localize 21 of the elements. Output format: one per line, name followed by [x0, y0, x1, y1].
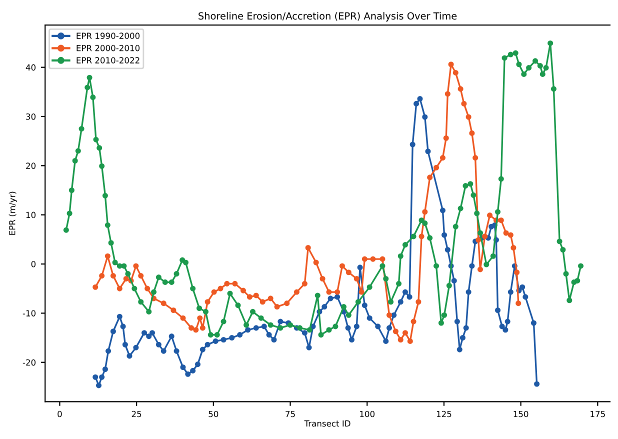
- x-tick-label: 150: [514, 410, 528, 418]
- y-tick-label: 10: [26, 212, 36, 218]
- y-tick-label: 20: [26, 162, 36, 169]
- x-tick-label: 0: [58, 410, 62, 418]
- legend-label: EPR 2010-2022: [76, 57, 140, 64]
- x-tick-label: 25: [132, 410, 142, 418]
- x-tick-label: 175: [590, 410, 605, 418]
- y-tick-label: 0: [31, 260, 36, 268]
- y-tick-label: 30: [26, 113, 36, 120]
- x-tick-label: 50: [208, 410, 218, 418]
- legend-label: EPR 2000-2010: [76, 44, 140, 52]
- y-tick-label: -20: [22, 359, 36, 366]
- y-axis-title: EPR (m/yr): [8, 192, 17, 235]
- x-axis-title: Transect ID: [304, 420, 350, 427]
- x-tick-label: 75: [286, 410, 295, 418]
- chart-title: Shoreline Erosion/Accretion (EPR) Analysis Over Time: [198, 12, 457, 22]
- y-tick-label: -10: [22, 310, 36, 316]
- x-tick-label: 100: [360, 410, 375, 418]
- y-tick-label: 40: [26, 64, 36, 71]
- legend-label: EPR 1990-2000: [76, 32, 140, 39]
- x-tick-label: 125: [436, 410, 452, 418]
